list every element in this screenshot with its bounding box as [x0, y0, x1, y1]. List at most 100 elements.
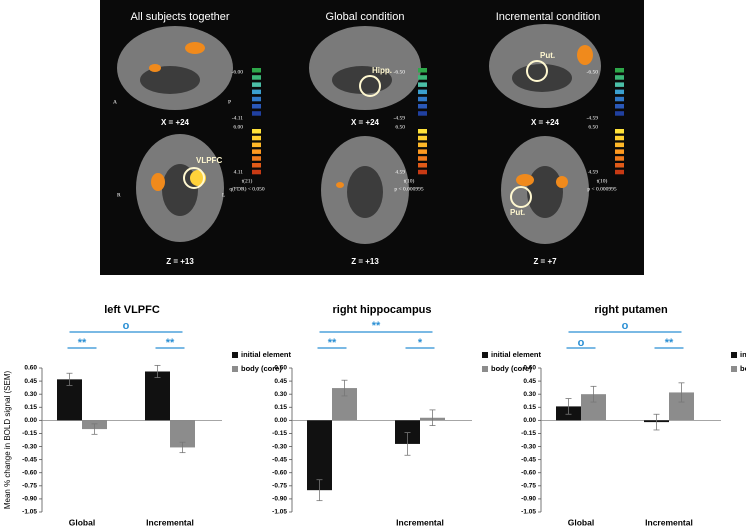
colorbar-label: p < 0.000995: [587, 186, 616, 192]
colorbar-label: 6.50: [395, 124, 405, 130]
legend-label: body (core): [740, 364, 746, 373]
charts: left VLPFC Mean % change in BOLD signal (…: [3, 304, 746, 527]
y-tick-label: -1.05: [22, 509, 37, 516]
colorbar-stripe: [418, 169, 427, 175]
y-tick-label: 0.00: [24, 417, 37, 424]
colorbar-stripe: [418, 149, 427, 154]
colorbar-label: t(21): [242, 177, 253, 184]
region-label: Put.: [510, 208, 525, 217]
x-tick-label: Incremental: [396, 517, 444, 527]
legend-swatch: [731, 352, 737, 358]
y-tick-label: 0.60: [523, 365, 536, 372]
y-tick-label: 0.00: [523, 417, 536, 424]
bar: [145, 371, 170, 421]
legend-label: initial element: [740, 350, 746, 359]
colorbar-stripe: [252, 149, 261, 154]
colorbar-stripe: [615, 96, 624, 102]
colorbar-stripe: [252, 129, 261, 134]
y-tick-label: 0.45: [523, 378, 536, 385]
orientation-label: A: [113, 99, 117, 105]
orientation-label: P: [228, 99, 231, 105]
slice-label: X = +24: [351, 118, 380, 127]
orientation-label: R: [117, 192, 121, 198]
y-tick-label: -0.60: [521, 469, 536, 476]
y-tick-label: -0.75: [272, 483, 287, 490]
colorbar-stripe: [615, 149, 624, 154]
x-tick-label: Incremental: [146, 517, 194, 527]
legend-label: body (core): [491, 364, 532, 373]
colorbars: -6.00 -4.11 6.00 4.11 t(21)q(FDR) < 0.050 -6.…: [229, 68, 624, 192]
legend-swatch: [232, 366, 238, 372]
colorbar-stripe: [418, 96, 427, 102]
y-tick-label: 0.30: [274, 391, 287, 398]
y-tick-label: 0.30: [523, 391, 536, 398]
colorbar-stripe: [252, 104, 261, 109]
colorbar-stripe: [418, 104, 427, 109]
region-label: VLPFC: [196, 156, 222, 165]
colorbar-stripe: [615, 82, 624, 87]
x-tick-label: Global: [69, 517, 95, 527]
colorbar-stripe: [252, 68, 261, 73]
legend-swatch: [482, 366, 488, 372]
slice-label: Z = +13: [351, 257, 379, 266]
y-tick-label: 0.15: [24, 404, 37, 411]
colorbar-stripe: [252, 142, 261, 148]
y-tick-label: -0.90: [521, 496, 536, 503]
y-tick-label: -0.90: [22, 496, 37, 503]
colorbar-label: 4.11: [234, 169, 244, 175]
colorbar-stripe: [615, 129, 624, 134]
y-axis-label: Mean % change in BOLD signal (SEM): [3, 371, 12, 510]
y-tick-label: -0.75: [521, 483, 536, 490]
orientation-label: L: [222, 192, 226, 198]
colorbar-stripe: [252, 169, 261, 175]
y-tick-label: -0.45: [272, 456, 287, 463]
y-tick-label: -0.30: [22, 443, 37, 450]
activation-blobs: [149, 42, 593, 191]
significance-label: **: [665, 337, 674, 349]
y-tick-label: 0.60: [24, 365, 37, 372]
legend-label: body (core): [241, 364, 282, 373]
colorbar-stripe: [418, 156, 427, 161]
slice-label: X = +24: [161, 118, 190, 127]
y-tick-label: -0.90: [272, 496, 287, 503]
colorbar-label: -4.59: [394, 115, 406, 121]
colorbar-label: t(10): [597, 177, 608, 184]
colorbar-label: -6.50: [394, 69, 406, 75]
y-tick-label: -0.15: [22, 430, 37, 437]
significance-label: **: [328, 337, 337, 349]
y-tick-label: -1.05: [521, 509, 536, 516]
roi-circles: [183, 60, 548, 208]
colorbar-stripe: [615, 68, 624, 73]
y-tick-label: -0.15: [272, 430, 287, 437]
colorbar-stripe: [615, 111, 624, 116]
significance-label: **: [166, 337, 175, 349]
colorbar-label: 4.59: [395, 169, 405, 175]
y-tick-label: 0.45: [24, 378, 37, 385]
colorbar-label: p < 0.000995: [394, 186, 423, 192]
colorbar-stripe: [252, 156, 261, 161]
chart-title: right hippocampus: [333, 304, 432, 316]
significance-label: **: [78, 337, 87, 349]
column-title: Incremental condition: [496, 11, 601, 23]
y-tick-label: -0.60: [22, 469, 37, 476]
colorbar-stripe: [418, 111, 427, 116]
colorbar-stripe: [615, 75, 624, 80]
colorbar-stripe: [252, 135, 261, 141]
slice-label: X = +24: [531, 118, 560, 127]
significance-label: *: [418, 337, 423, 349]
legend-label: initial element: [241, 350, 292, 359]
colorbar-label: t(10): [404, 177, 415, 184]
colorbar-stripe: [418, 89, 427, 95]
column-title: Global condition: [326, 11, 405, 23]
colorbar-stripe: [418, 129, 427, 134]
colorbar-stripe: [418, 163, 427, 168]
bar: [395, 420, 420, 444]
colorbar-stripe: [615, 89, 624, 95]
colorbar-stripe: [615, 169, 624, 175]
legend-swatch: [731, 366, 737, 372]
colorbar-stripe: [252, 96, 261, 102]
significance-label: o: [123, 320, 130, 332]
colorbar-label: -6.00: [232, 69, 244, 75]
colorbar-stripe: [418, 142, 427, 148]
y-tick-label: -0.45: [521, 456, 536, 463]
